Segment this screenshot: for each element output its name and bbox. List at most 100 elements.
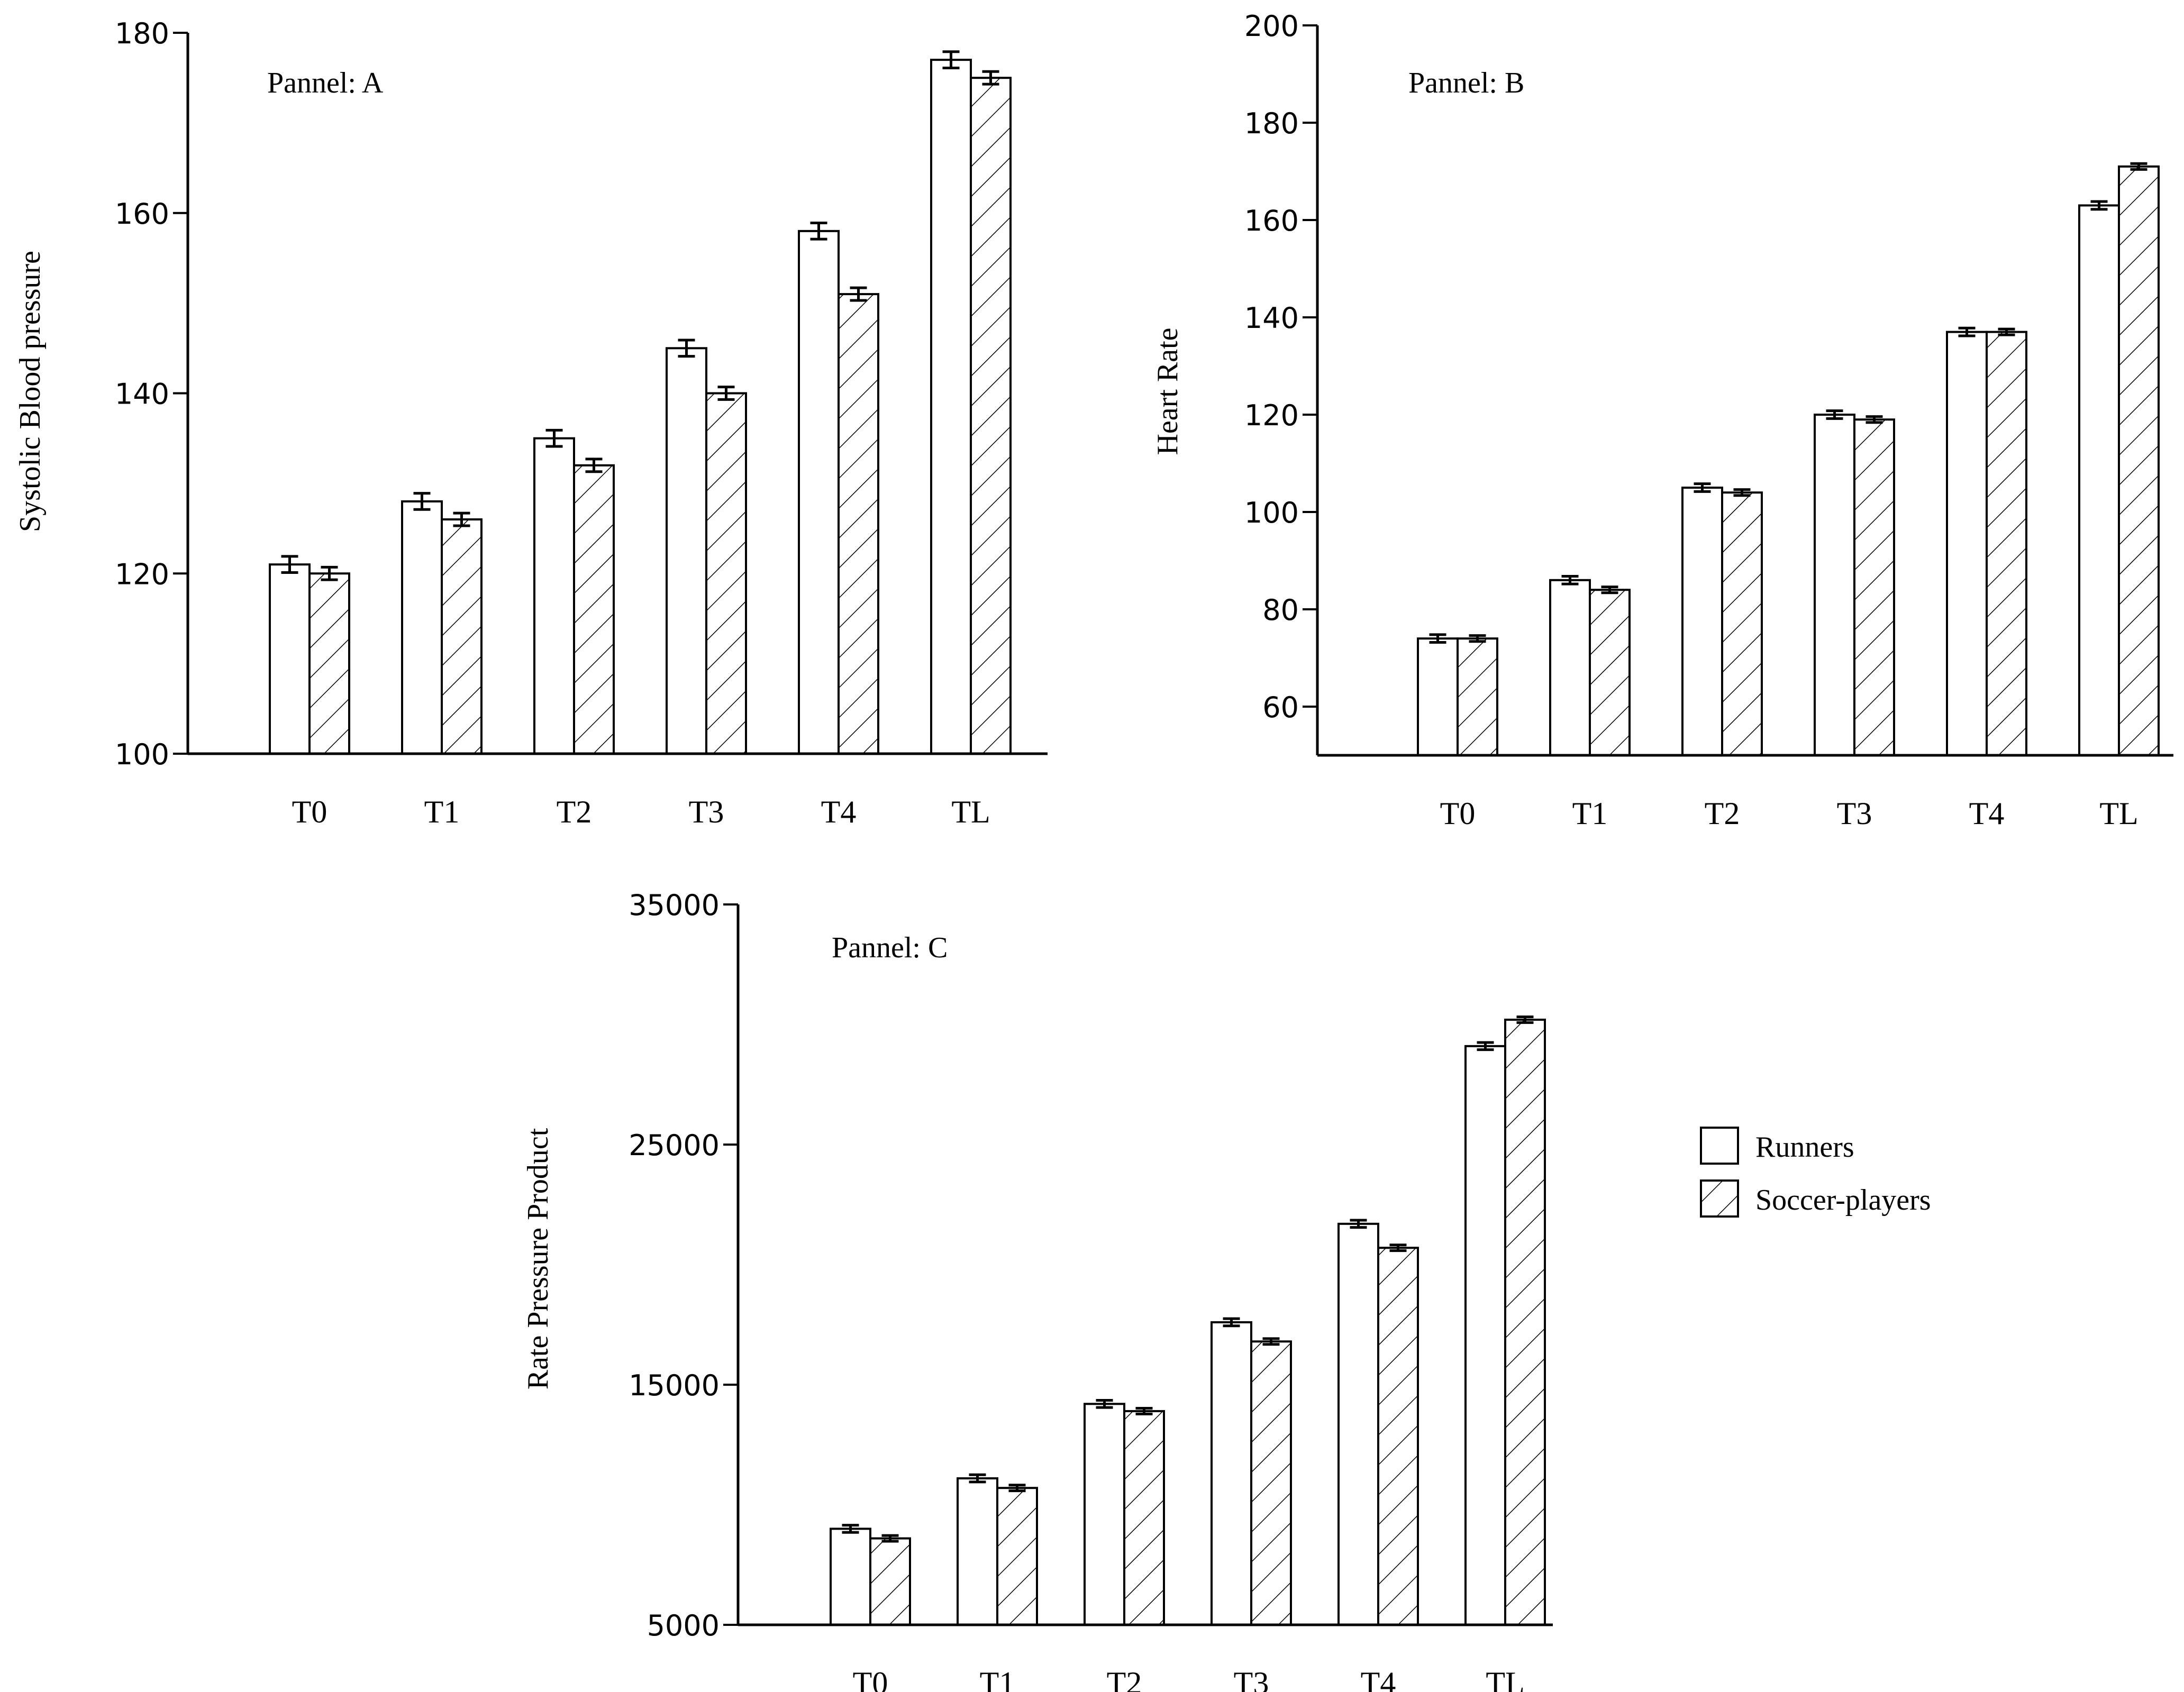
panel-b-y-ticks: 60 80 100 120 140 160 180 200 xyxy=(1244,10,1317,724)
panel-c-x-tick-label: T1 xyxy=(980,1666,1015,1692)
panel-a-error-bar-runners-t4 xyxy=(810,221,827,241)
panel-c-error-bar-runners-tl xyxy=(1477,1041,1494,1051)
panel-b-bar-runners-t2 xyxy=(1681,487,1723,756)
panel-c-bars xyxy=(830,1015,1546,1626)
panel-b-y-tick-label: 160 xyxy=(1244,204,1299,237)
panel-a-x-ticks: T0 T1 T2 T3 T4 TL xyxy=(292,794,990,829)
panel-a-bar-runners-t3 xyxy=(666,347,707,755)
panel-b-error-bar-runners-t2 xyxy=(1694,482,1711,493)
panel-a-label: Pannel: A xyxy=(267,67,384,99)
panel-b-label: Pannel: B xyxy=(1408,67,1524,99)
panel-b-error-bar-soccer-players-tl xyxy=(2130,162,2147,171)
panel-b-error-bar-soccer-players-t4 xyxy=(1998,327,2015,336)
panel-b-bar-runners-t0 xyxy=(1417,637,1459,756)
panel-b-bar-runners-tl xyxy=(2078,204,2120,756)
panel-c-x-tick-label: TL xyxy=(1486,1666,1524,1692)
panel-a-error-bar-soccer-players-tl xyxy=(982,70,999,86)
panel-c-bar-soccer-players-t2 xyxy=(1123,1410,1165,1626)
panel-c-error-bar-runners-t4 xyxy=(1350,1219,1367,1229)
legend-label-runners: Runners xyxy=(1755,1131,1854,1164)
panel-c-bar-runners-t4 xyxy=(1337,1222,1379,1626)
panel-b-axes xyxy=(1316,25,2173,757)
panel-a-x-tick-label: TL xyxy=(951,794,990,829)
panel-a-bar-runners-t4 xyxy=(798,230,840,755)
panel-c: 5000 15000 25000 35000 T0 T1 T2 T3 T4 TL Pannel:… xyxy=(522,889,1553,1692)
panel-a-y-tick-label: 120 xyxy=(115,557,169,591)
panel-a-x-tick-label: T3 xyxy=(689,794,724,829)
panel-c-bar-runners-t1 xyxy=(957,1477,998,1626)
panel-b-y-tick-label: 100 xyxy=(1244,496,1299,529)
panel-c-error-bar-soccer-players-t3 xyxy=(1262,1337,1280,1346)
panel-b-bar-runners-t4 xyxy=(1946,331,1988,756)
panel-b-bar-soccer-players-t1 xyxy=(1589,589,1631,756)
panel-b-x-tick-label: T0 xyxy=(1440,796,1476,831)
panel-a-bar-runners-t2 xyxy=(533,437,575,755)
panel-a-error-bar-runners-tl xyxy=(942,50,960,69)
panel-c-axes xyxy=(736,904,1553,1626)
panel-c-x-tick-label: T4 xyxy=(1361,1666,1396,1692)
panel-a-bar-runners-t0 xyxy=(269,563,311,755)
panel-b-error-bar-soccer-players-t0 xyxy=(1469,634,1486,643)
panel-a-error-bar-soccer-players-t3 xyxy=(717,386,735,401)
panel-b-error-bar-soccer-players-t1 xyxy=(1601,586,1618,595)
panel-c-y-ticks: 5000 15000 25000 35000 xyxy=(629,889,738,1642)
panel-c-x-tick-label: T2 xyxy=(1107,1666,1142,1692)
panel-b-y-tick-label: 140 xyxy=(1244,301,1299,335)
panel-c-y-tick-label: 35000 xyxy=(629,889,720,922)
panel-a: 100 120 140 160 180 T0 T1 T2 T3 T4 TL Pannel: A S… xyxy=(14,17,1048,829)
panel-b-y-tick-label: 200 xyxy=(1244,10,1299,43)
panel-b-x-tick-label: T1 xyxy=(1572,796,1608,831)
panel-c-bar-runners-t2 xyxy=(1084,1403,1125,1626)
panel-a-x-tick-label: T2 xyxy=(557,794,592,829)
panel-c-x-tick-label: T3 xyxy=(1234,1666,1269,1692)
panel-b-error-bar-runners-t4 xyxy=(1958,326,1976,337)
panel-c-bar-soccer-players-t1 xyxy=(996,1487,1038,1626)
panel-a-error-bar-runners-t3 xyxy=(678,339,695,358)
panel-b-x-ticks: T0 T1 T2 T3 T4 TL xyxy=(1440,796,2138,831)
panel-b-bars xyxy=(1417,162,2160,757)
panel-c-bar-soccer-players-t0 xyxy=(869,1537,911,1626)
panel-c-label: Pannel: C xyxy=(832,931,948,964)
panel-c-error-bar-soccer-players-tl xyxy=(1516,1015,1534,1024)
panel-a-x-tick-label: T4 xyxy=(821,794,857,829)
legend: Runners Soccer-players xyxy=(1700,1127,1931,1218)
panel-b-error-bar-soccer-players-t3 xyxy=(1866,415,1883,424)
panel-b-y-axis-label: Heart Rate xyxy=(1151,328,1184,455)
panel-c-bar-soccer-players-t3 xyxy=(1250,1340,1292,1626)
panel-c-error-bar-runners-t2 xyxy=(1096,1399,1113,1409)
panel-a-error-bar-runners-t1 xyxy=(413,492,431,511)
panel-c-x-tick-label: T0 xyxy=(853,1666,888,1692)
panel-c-bar-runners-tl xyxy=(1464,1045,1506,1626)
panel-a-bar-runners-tl xyxy=(930,59,972,755)
panel-b-x-tick-label: T2 xyxy=(1705,796,1740,831)
panel-b-bar-soccer-players-t3 xyxy=(1853,418,1895,756)
panel-c-error-bar-soccer-players-t4 xyxy=(1389,1243,1407,1252)
legend-swatch-soccer-players xyxy=(1700,1179,1739,1218)
panel-c-bar-runners-t3 xyxy=(1211,1321,1252,1626)
panel-a-bar-runners-t1 xyxy=(401,500,443,755)
panel-a-y-tick-label: 140 xyxy=(115,378,169,411)
panel-a-bar-soccer-players-tl xyxy=(970,77,1012,755)
panel-a-bar-soccer-players-t1 xyxy=(441,518,483,755)
panel-a-bars xyxy=(269,50,1012,755)
panel-a-bar-soccer-players-t2 xyxy=(573,464,615,755)
panel-c-bar-soccer-players-tl xyxy=(1504,1018,1546,1626)
panel-c-error-bar-runners-t0 xyxy=(842,1524,859,1534)
panel-a-y-tick-label: 100 xyxy=(115,738,169,771)
panel-c-error-bar-runners-t1 xyxy=(969,1473,986,1484)
panel-a-error-bar-runners-t0 xyxy=(281,555,298,574)
panel-a-error-bar-soccer-players-t2 xyxy=(585,458,603,473)
panel-a-bar-soccer-players-t3 xyxy=(705,392,747,755)
panel-a-error-bar-runners-t2 xyxy=(545,428,563,448)
panel-c-y-axis-label: Rate Pressure Product xyxy=(522,1128,554,1389)
panel-b-bar-soccer-players-t0 xyxy=(1457,637,1498,756)
panel-c-y-tick-label: 15000 xyxy=(629,1369,720,1402)
panel-b-bar-soccer-players-t4 xyxy=(1986,331,2027,756)
panel-b-y-tick-label: 180 xyxy=(1244,107,1299,140)
panel-c-x-ticks: T0 T1 T2 T3 T4 TL xyxy=(853,1666,1525,1692)
panel-b-error-bar-soccer-players-t2 xyxy=(1733,488,1751,497)
panel-b-x-tick-label: T4 xyxy=(1969,796,2005,831)
panel-c-y-tick-label: 25000 xyxy=(629,1129,720,1162)
panel-c-y-tick-label: 5000 xyxy=(647,1609,720,1642)
